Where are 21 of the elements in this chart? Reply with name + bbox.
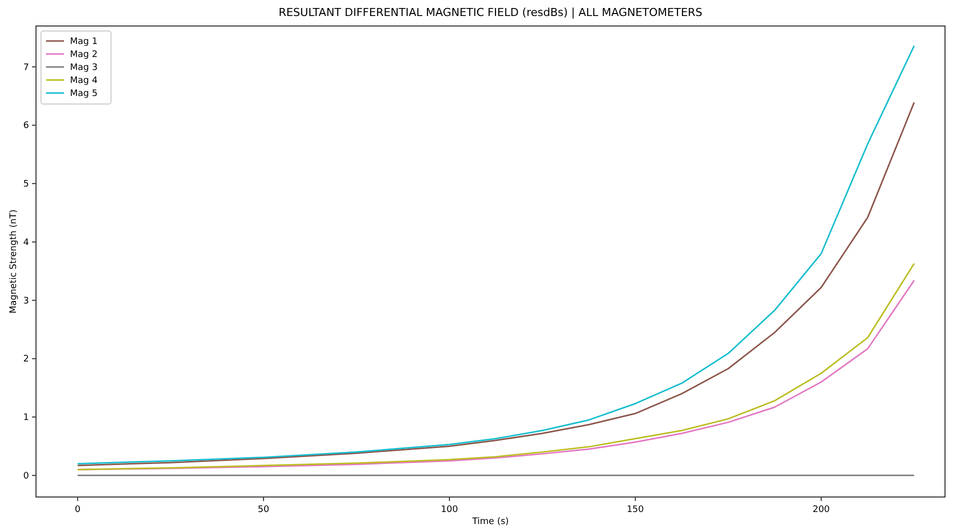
- legend-label: Mag 3: [70, 63, 98, 73]
- y-tick-label: 5: [23, 180, 29, 190]
- y-tick-label: 1: [23, 413, 29, 424]
- legend-label: Mag 4: [70, 76, 98, 86]
- y-tick-label: 7: [23, 62, 29, 73]
- x-tick-label: 50: [258, 505, 270, 515]
- x-tick-label: 200: [812, 505, 830, 515]
- x-tick-label: 100: [440, 505, 458, 515]
- legend-label: Mag 5: [70, 89, 98, 99]
- y-tick-label: 4: [23, 238, 30, 248]
- chart-title: RESULTANT DIFFERENTIAL MAGNETIC FIELD (resdBs) | ALL MAGNETOMETERS: [278, 6, 702, 19]
- x-tick-label: 0: [74, 505, 81, 515]
- legend-label: Mag 2: [70, 50, 98, 60]
- y-axis-title: Magnetic Strength (nT): [9, 209, 19, 314]
- legend-label: Mag 1: [70, 37, 98, 47]
- x-tick-label: 150: [626, 505, 644, 515]
- y-tick-label: 0: [23, 471, 30, 482]
- x-axis-title: Time (s): [471, 517, 509, 527]
- y-tick-label: 2: [23, 354, 29, 365]
- y-tick-label: 6: [23, 121, 30, 132]
- y-tick-label: 3: [23, 296, 29, 306]
